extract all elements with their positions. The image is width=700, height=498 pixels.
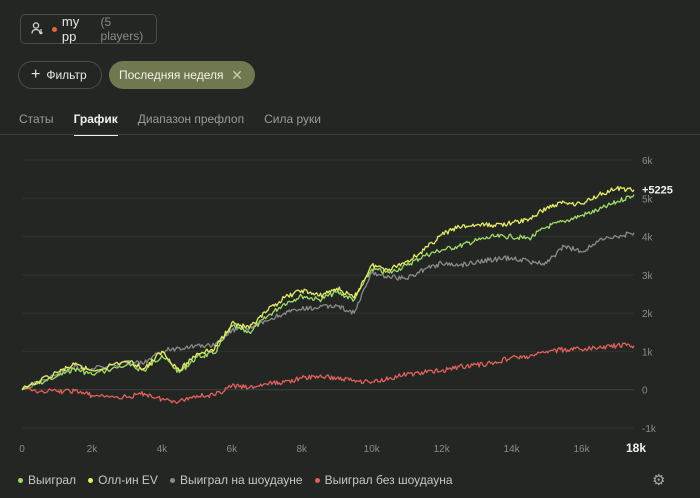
- y-tick-label: 5k: [642, 194, 654, 205]
- x-tick-label: 14k: [504, 444, 521, 455]
- series-line: [21, 342, 635, 404]
- x-tick-label: 16k: [573, 444, 590, 455]
- user-icon: [31, 21, 45, 38]
- x-tick-label: 6k: [227, 444, 239, 455]
- close-icon[interactable]: ✕: [231, 67, 243, 83]
- tab-stats[interactable]: Статы: [19, 112, 54, 126]
- players-count: (5 players): [100, 15, 144, 43]
- active-filter-label: Последняя неделя: [119, 68, 224, 82]
- tab-graph[interactable]: График: [73, 112, 118, 136]
- legend-label: Олл-ин EV: [98, 473, 158, 487]
- legend-swatch: [169, 477, 175, 483]
- series-line: [21, 185, 635, 391]
- legend-label: Выиграл без шоудауна: [324, 473, 453, 487]
- tab-bar: Статы График Диапазон префлоп Сила руки: [19, 112, 321, 136]
- x-tick-label: 2k: [87, 444, 99, 455]
- x-end-label: 18k: [626, 441, 646, 455]
- y-tick-label: 3k: [642, 271, 654, 282]
- tab-preflop-range[interactable]: Диапазон префлоп: [137, 112, 245, 126]
- series-line: [21, 231, 635, 391]
- active-filter-chip[interactable]: Последняя неделя ✕: [109, 61, 255, 89]
- y-tick-label: -1k: [642, 424, 657, 435]
- y-tick-label: 4k: [642, 233, 654, 244]
- x-tick-label: 12k: [434, 444, 451, 455]
- legend-label: Выиграл на шоудауне: [179, 473, 303, 487]
- x-tick-label: 4k: [157, 444, 169, 455]
- legend-swatch: [314, 477, 320, 483]
- players-name: my pp: [61, 14, 80, 44]
- end-value-label: +5225: [642, 185, 673, 197]
- x-tick-label: 8k: [296, 444, 308, 455]
- y-tick-label: 2k: [642, 309, 654, 320]
- players-selector-button[interactable]: my pp (5 players): [20, 14, 157, 44]
- tab-hand-strength[interactable]: Сила руки: [264, 112, 321, 126]
- x-tick-label: 0: [19, 444, 25, 455]
- legend-item-showdown[interactable]: Выиграл на шоудауне: [169, 473, 303, 487]
- tab-divider: [0, 134, 700, 135]
- y-tick-label: 6k: [642, 156, 654, 167]
- y-tick-label: 0: [642, 386, 648, 397]
- x-tick-label: 10k: [364, 444, 381, 455]
- y-tick-label: 1k: [642, 347, 654, 358]
- status-dot: [52, 26, 57, 32]
- legend-swatch: [88, 477, 94, 483]
- gear-icon[interactable]: ⚙: [652, 472, 666, 489]
- legend-item-won[interactable]: Выиграл: [18, 473, 76, 487]
- plus-icon: +: [31, 66, 41, 83]
- winnings-chart: -1k 0 1k 2k 3k 4k 5k 6k 0 2k 4k 6k 8k 10k 12k 14k 16k 18k…: [19, 156, 673, 455]
- filter-label: Фильтр: [46, 68, 87, 82]
- chart-legend: Выиграл Олл-ин EV Выиграл на шоудауне Вы…: [18, 473, 453, 487]
- legend-label: Выиграл: [28, 473, 77, 487]
- legend-item-non-showdown[interactable]: Выиграл без шоудауна: [314, 473, 453, 487]
- filter-button[interactable]: + Фильтр: [18, 61, 102, 89]
- legend-item-allin-ev[interactable]: Олл-ин EV: [88, 473, 158, 487]
- legend-swatch: [18, 477, 23, 483]
